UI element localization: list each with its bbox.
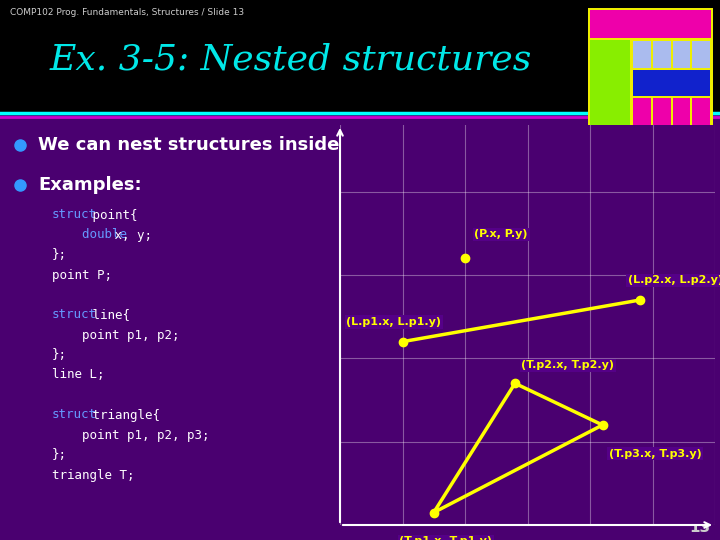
Bar	[692, 41, 710, 68]
Text: (T.p3.x, T.p3.y): (T.p3.x, T.p3.y)	[608, 449, 701, 458]
Text: (T.p1.x, T.p1.y): (T.p1.x, T.p1.y)	[400, 536, 492, 540]
Text: (L.p1.x, L.p1.y): (L.p1.x, L.p1.y)	[346, 317, 441, 327]
Text: (L.p2.x, L.p2.y): (L.p2.x, L.p2.y)	[628, 275, 720, 285]
Text: struct: struct	[52, 308, 97, 321]
Bar	[0, 0, 720, 115]
Bar	[633, 70, 710, 96]
Bar	[590, 10, 711, 38]
Text: };: };	[52, 248, 67, 261]
Text: };: };	[52, 348, 67, 361]
Text: Examples:: Examples:	[38, 176, 142, 194]
Text: (T.p2.x, T.p2.y): (T.p2.x, T.p2.y)	[521, 360, 614, 370]
Text: 13: 13	[689, 520, 710, 535]
Text: point P;: point P;	[52, 268, 112, 281]
Text: };: };	[52, 449, 67, 462]
Text: Ex. 3-5: Nested structures: Ex. 3-5: Nested structures	[50, 43, 532, 77]
Text: point{: point{	[85, 208, 138, 221]
Bar	[672, 98, 690, 125]
Bar	[590, 40, 630, 126]
Bar	[692, 98, 710, 125]
Bar	[692, 70, 710, 96]
Bar	[672, 41, 690, 68]
Bar	[633, 98, 651, 125]
Text: point p1, p2, p3;: point p1, p2, p3;	[52, 429, 210, 442]
Text: x, y;: x, y;	[107, 228, 152, 241]
Text: point p1, p2;: point p1, p2;	[52, 328, 179, 341]
Text: line L;: line L;	[52, 368, 104, 381]
Text: (P.x, P.y): (P.x, P.y)	[474, 230, 528, 240]
Text: COMP102 Prog. Fundamentals, Structures / Slide 13: COMP102 Prog. Fundamentals, Structures /…	[10, 8, 244, 17]
Text: triangle{: triangle{	[85, 408, 160, 422]
Text: double: double	[52, 228, 127, 241]
Text: We can nest structures inside structures.: We can nest structures inside structures…	[38, 136, 457, 154]
Text: struct: struct	[52, 208, 97, 221]
Bar	[588, 8, 713, 128]
Bar	[672, 70, 690, 96]
Bar	[653, 41, 670, 68]
Bar	[653, 98, 670, 125]
Text: line{: line{	[85, 308, 130, 321]
Bar	[653, 70, 670, 96]
Text: triangle T;: triangle T;	[52, 469, 135, 482]
Text: struct: struct	[52, 408, 97, 422]
Bar	[633, 70, 651, 96]
Bar	[633, 41, 651, 68]
